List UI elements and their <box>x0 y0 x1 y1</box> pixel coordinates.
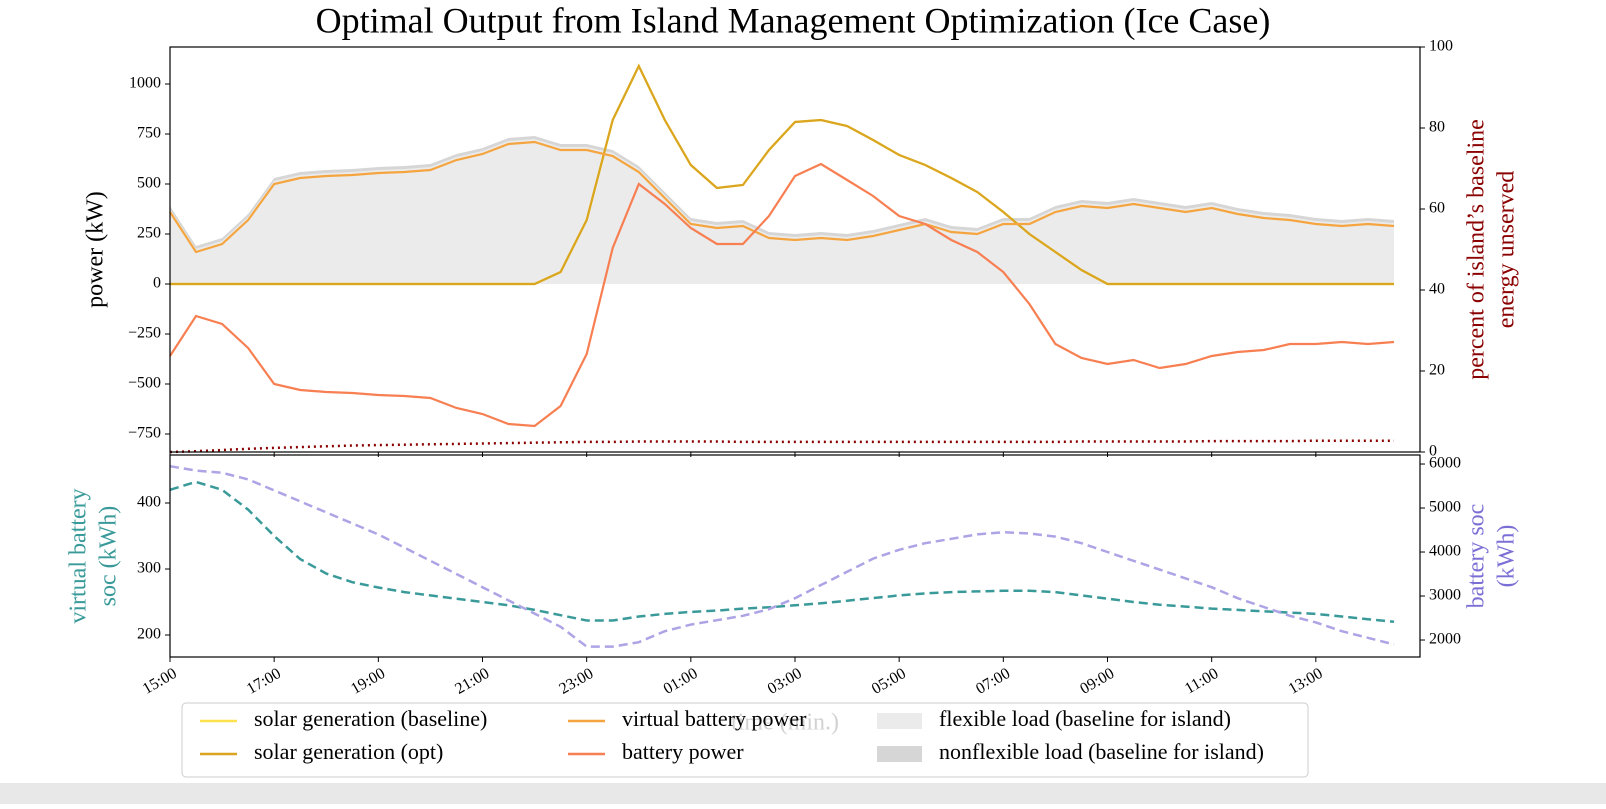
legend-label: solar generation (opt) <box>254 739 443 764</box>
y2-tick-label: 5000 <box>1429 499 1461 516</box>
y-tick-label: 750 <box>137 125 161 142</box>
legend-frame <box>181 702 1309 778</box>
x-tick-label: 19:00 <box>348 665 388 698</box>
x-tick-label: 15:00 <box>140 665 180 698</box>
y2-tick-label: 60 <box>1429 200 1445 217</box>
y2-axis-label: energy unserved <box>1494 171 1520 329</box>
y-tick-label: 200 <box>137 626 161 643</box>
legend-swatch <box>877 746 922 762</box>
plot-frame <box>169 454 1421 658</box>
x-tick-label: 01:00 <box>661 665 701 698</box>
legend-label: virtual battery power <box>622 706 807 731</box>
series-line <box>170 63 1394 286</box>
x-tick-label: 11:00 <box>1182 665 1222 698</box>
series-line <box>169 480 1395 624</box>
y2-axis-label: battery soc <box>1464 504 1490 609</box>
y2-tick-label: 3000 <box>1429 587 1461 604</box>
area <box>170 139 1394 284</box>
y2-tick-label: 20 <box>1429 362 1445 379</box>
x-tick-label: 17:00 <box>244 665 284 698</box>
x-tick-label: 05:00 <box>869 665 909 698</box>
y-tick-label: −250 <box>128 325 161 342</box>
series-line <box>169 439 1394 454</box>
y2-tick-label: 0 <box>1429 443 1437 460</box>
y-axis-label: soc (kWh) <box>96 506 122 607</box>
y-tick-label: 0 <box>153 275 161 292</box>
series-line <box>169 464 1395 648</box>
y2-tick-label: 100 <box>1429 38 1453 55</box>
legend-label: flexible load (baseline for island) <box>939 706 1231 731</box>
x-tick-label: 13:00 <box>1286 665 1326 698</box>
y-tick-label: 400 <box>137 494 161 511</box>
y2-tick-label: 40 <box>1429 281 1445 298</box>
y2-tick-label: 80 <box>1429 119 1445 136</box>
y-tick-label: 250 <box>137 225 161 242</box>
chart-title: Optimal Output from Island Management Op… <box>316 0 1271 40</box>
y2-tick-label: 6000 <box>1429 455 1461 472</box>
y-tick-label: 500 <box>137 175 161 192</box>
legend: solar generation (baseline) solar generat… <box>181 702 1309 778</box>
x-tick-label: 23:00 <box>556 665 596 698</box>
y2-tick-label: 4000 <box>1429 543 1461 560</box>
legend-label: nonflexible load (baseline for island) <box>939 739 1264 764</box>
x-tick-label: 07:00 <box>973 665 1013 698</box>
y-tick-label: −750 <box>128 425 161 442</box>
x-tick-label: 09:00 <box>1077 665 1117 698</box>
y2-axis-label: (kWh) <box>1494 525 1520 588</box>
x-tick-label: 03:00 <box>765 665 805 698</box>
legend-label: battery power <box>622 739 744 764</box>
y-tick-label: 300 <box>137 560 161 577</box>
y2-axis-label: percent of island’s baseline <box>1464 119 1490 380</box>
y-axis-label: power (kW) <box>83 191 109 308</box>
series-line <box>169 162 1395 428</box>
series-line <box>169 140 1395 254</box>
legend-swatch <box>877 713 922 729</box>
y-axis-label: virtual battery <box>66 488 92 623</box>
legend-label: solar generation (baseline) <box>254 706 487 731</box>
scrollbar-strip <box>0 783 1606 804</box>
y-tick-label: 1000 <box>129 75 161 92</box>
y-tick-label: −500 <box>128 375 161 392</box>
y2-tick-label: 2000 <box>1429 631 1461 648</box>
x-tick-label: 21:00 <box>452 665 492 698</box>
